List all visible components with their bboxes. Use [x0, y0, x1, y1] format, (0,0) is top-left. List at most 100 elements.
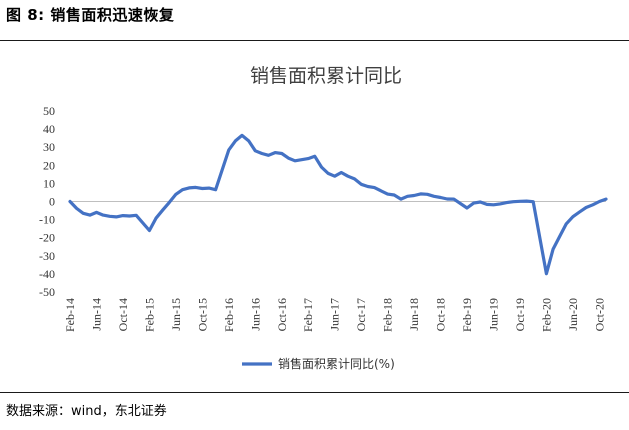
- x-axis-tick-labels: Feb-14 Jun-14 Oct-14 Feb-15 Jun-15 Oct-15 Feb-…: [63, 298, 606, 332]
- x-tick-label: Jun-19: [487, 298, 501, 331]
- data-point: [333, 175, 336, 178]
- data-point: [479, 200, 482, 204]
- chart-title: 销售面积累计同比: [250, 65, 402, 87]
- data-point: [578, 210, 581, 214]
- x-tick-label: Feb-16: [222, 298, 236, 332]
- data-point: [101, 213, 105, 217]
- x-tick-label: Feb-14: [63, 298, 77, 332]
- data-point: [174, 193, 178, 196]
- series-points: [68, 134, 608, 275]
- data-point: [525, 199, 528, 203]
- x-tick-label: Feb-19: [460, 298, 474, 332]
- data-point: [386, 192, 389, 196]
- data-point: [75, 207, 78, 210]
- data-point: [273, 151, 277, 154]
- data-point: [465, 206, 469, 210]
- data-point: [254, 149, 257, 152]
- data-point: [373, 186, 376, 189]
- chart: 销售面积累计同比 50 40 30 20 10 0 -10 -20 -30 -40 -50 Feb-…: [39, 65, 608, 371]
- data-point: [551, 247, 555, 251]
- data-point: [571, 215, 575, 218]
- data-point: [532, 200, 535, 203]
- data-point: [545, 272, 548, 275]
- x-tick-label: Jun-15: [169, 298, 183, 331]
- data-point: [591, 203, 594, 206]
- data-point: [207, 186, 211, 190]
- x-tick-label: Jun-20: [566, 298, 580, 331]
- data-point: [187, 186, 191, 190]
- x-tick-label: Feb-17: [301, 298, 315, 332]
- data-point: [280, 152, 283, 155]
- data-point: [240, 134, 244, 137]
- data-point: [412, 194, 416, 197]
- data-point: [326, 172, 330, 175]
- data-point: [320, 165, 323, 169]
- data-point: [247, 139, 250, 143]
- data-point: [518, 200, 522, 203]
- data-point: [505, 201, 508, 204]
- y-tick-label: -10: [39, 213, 55, 227]
- data-point: [565, 222, 568, 225]
- y-tick-label: 40: [43, 122, 55, 136]
- y-tick-label: -30: [39, 249, 55, 263]
- data-point: [227, 148, 230, 152]
- data-point: [426, 193, 429, 196]
- y-tick-label: 20: [43, 158, 55, 172]
- data-point: [287, 156, 290, 160]
- data-point: [135, 214, 138, 217]
- y-tick-label: -20: [39, 231, 55, 245]
- data-point: [148, 229, 151, 232]
- series-line: [68, 133, 608, 276]
- data-point: [419, 192, 422, 196]
- x-tick-label: Feb-18: [381, 298, 395, 332]
- data-point: [492, 203, 495, 206]
- y-tick-label: 30: [43, 140, 55, 154]
- data-point: [115, 215, 118, 219]
- data-point: [399, 197, 403, 201]
- data-point: [452, 197, 455, 201]
- top-rule: [0, 40, 629, 41]
- data-point: [393, 193, 396, 197]
- data-point: [498, 202, 502, 206]
- data-point: [353, 177, 356, 181]
- x-tick-label: Jun-16: [248, 298, 262, 331]
- x-tick-label: Jun-17: [328, 298, 342, 331]
- data-point: [604, 197, 608, 201]
- data-point: [439, 196, 442, 199]
- data-point: [194, 186, 197, 189]
- figure-caption: 图 8: 销售面积迅速恢复: [6, 6, 175, 24]
- data-point: [512, 200, 515, 203]
- y-tick-label: 10: [43, 176, 55, 190]
- data-point: [82, 212, 85, 215]
- x-tick-label: Jun-18: [407, 298, 421, 331]
- data-point: [313, 155, 316, 158]
- x-tick-label: Oct-20: [592, 298, 606, 331]
- data-point: [558, 235, 561, 238]
- x-tick-label: Feb-15: [142, 298, 156, 332]
- x-tick-label: Oct-17: [354, 298, 368, 331]
- data-point: [307, 157, 310, 160]
- data-point: [584, 206, 588, 209]
- data-point: [260, 152, 264, 155]
- x-tick-label: Feb-20: [539, 298, 553, 332]
- data-point: [154, 217, 158, 220]
- data-point: [293, 159, 297, 162]
- data-point: [267, 154, 270, 157]
- data-point: [201, 187, 204, 190]
- data-point: [432, 195, 436, 198]
- x-tick-label: Oct-19: [513, 298, 527, 331]
- data-point: [95, 211, 98, 214]
- legend-label: 销售面积累计同比(%): [278, 356, 395, 371]
- data-point: [346, 175, 350, 178]
- data-point: [234, 139, 237, 143]
- data-point: [360, 183, 363, 186]
- y-tick-label: -50: [39, 285, 55, 299]
- data-point: [128, 214, 131, 218]
- data-point: [340, 171, 343, 174]
- source-note: 数据来源：wind，东北证券: [6, 404, 167, 419]
- data-point: [598, 200, 601, 203]
- data-point: [108, 215, 111, 218]
- data-point: [168, 201, 171, 204]
- data-point: [161, 209, 164, 212]
- data-point: [446, 197, 449, 201]
